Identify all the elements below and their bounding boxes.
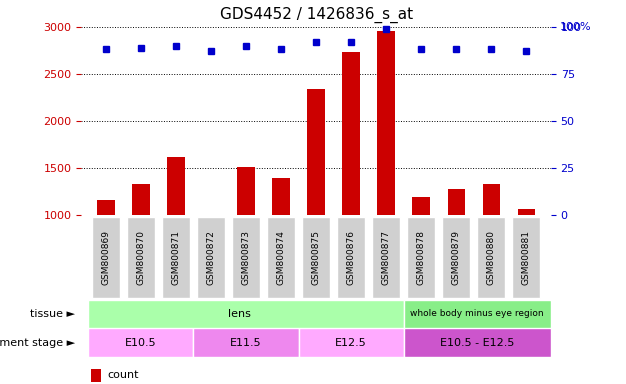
FancyBboxPatch shape [442,217,470,298]
Text: lens: lens [228,309,250,319]
Text: GSM800879: GSM800879 [452,230,461,285]
FancyBboxPatch shape [197,217,225,298]
FancyBboxPatch shape [372,217,400,298]
FancyBboxPatch shape [337,217,365,298]
Text: E11.5: E11.5 [230,338,262,348]
Bar [272,178,290,215]
FancyBboxPatch shape [299,328,404,357]
Text: GSM800875: GSM800875 [312,230,321,285]
Bar [97,200,115,215]
Text: GSM800878: GSM800878 [417,230,426,285]
Text: 100%: 100% [560,22,592,32]
FancyBboxPatch shape [88,328,193,357]
FancyBboxPatch shape [404,300,551,328]
Text: E12.5: E12.5 [336,338,367,348]
FancyBboxPatch shape [232,217,260,298]
Bar [167,157,185,215]
Text: E10.5: E10.5 [125,338,156,348]
Text: GSM800869: GSM800869 [101,230,110,285]
Text: tissue ►: tissue ► [30,309,75,319]
Title: GDS4452 / 1426836_s_at: GDS4452 / 1426836_s_at [220,7,413,23]
Bar [518,209,535,215]
Bar [483,184,500,215]
Text: GSM800881: GSM800881 [522,230,531,285]
Text: GSM800872: GSM800872 [207,230,215,285]
FancyBboxPatch shape [162,217,190,298]
Bar [448,189,465,215]
Bar [413,197,430,215]
Text: GSM800880: GSM800880 [487,230,496,285]
Bar [377,31,395,215]
Bar [307,89,325,215]
FancyBboxPatch shape [477,217,505,298]
Bar [91,369,101,382]
FancyBboxPatch shape [88,300,404,328]
Text: GSM800871: GSM800871 [172,230,180,285]
FancyBboxPatch shape [512,217,540,298]
Text: development stage ►: development stage ► [0,338,75,348]
FancyBboxPatch shape [267,217,295,298]
FancyBboxPatch shape [127,217,155,298]
Text: GSM800874: GSM800874 [277,230,285,285]
FancyBboxPatch shape [92,217,120,298]
FancyBboxPatch shape [404,328,551,357]
Bar [237,167,255,215]
Text: E10.5 - E12.5: E10.5 - E12.5 [440,338,515,348]
Text: count: count [107,370,139,381]
Text: GSM800877: GSM800877 [382,230,391,285]
Text: GSM800870: GSM800870 [136,230,145,285]
Text: GSM800873: GSM800873 [242,230,250,285]
FancyBboxPatch shape [408,217,435,298]
Text: GSM800876: GSM800876 [347,230,356,285]
Bar [132,184,150,215]
Bar [342,52,360,215]
Text: whole body minus eye region: whole body minus eye region [411,310,544,318]
FancyBboxPatch shape [302,217,330,298]
FancyBboxPatch shape [193,328,299,357]
